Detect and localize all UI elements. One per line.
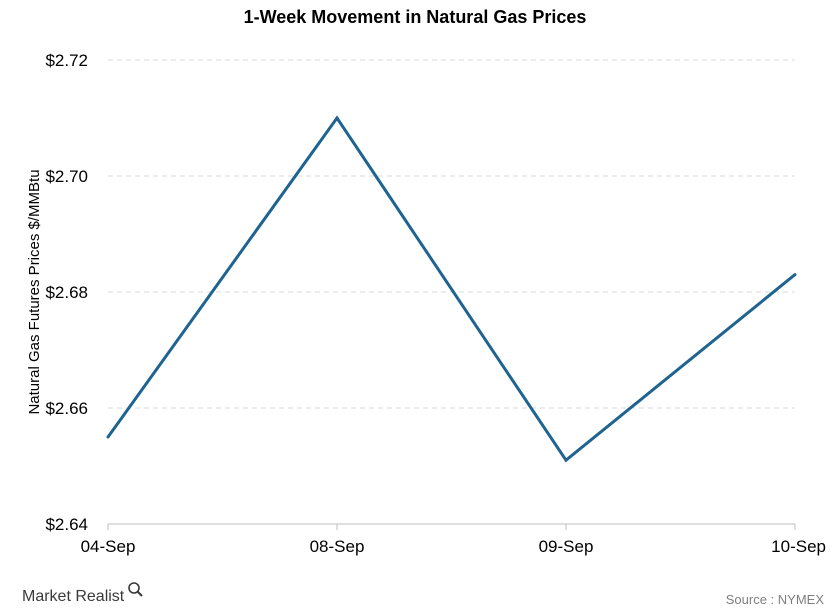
data-point (793, 273, 797, 277)
brand-name: Market Realist (22, 588, 125, 605)
series-line (106, 115, 796, 463)
y-tick-labels: $2.64 $2.66 $2.68 $2.70 $2.72 (45, 51, 88, 534)
brand-logo: Market Realist (22, 582, 143, 605)
x-tick-labels: 04-Sep 08-Sep 09-Sep 10-Sep (81, 537, 826, 556)
y-tick-label: $2.72 (45, 51, 88, 70)
data-point (335, 116, 339, 120)
data-point (564, 458, 568, 462)
x-tick-label: 10-Sep (771, 537, 826, 556)
y-axis-label: Natural Gas Futures Prices $/MMBtu (26, 169, 43, 414)
data-point (106, 435, 110, 439)
series-layer (106, 115, 797, 463)
y-tick-label: $2.64 (45, 515, 88, 534)
chart-title: 1-Week Movement in Natural Gas Prices (244, 7, 587, 27)
magnifier-icon (128, 582, 143, 597)
x-axis (107, 523, 796, 530)
x-tick-label: 08-Sep (310, 537, 365, 556)
gridlines (108, 59, 795, 409)
y-tick-label: $2.68 (45, 283, 88, 302)
x-tick-label: 04-Sep (81, 537, 136, 556)
x-tick-label: 09-Sep (539, 537, 594, 556)
y-tick-label: $2.70 (45, 167, 88, 186)
source-note: Source : NYMEX (726, 592, 825, 607)
y-tick-label: $2.66 (45, 399, 88, 418)
